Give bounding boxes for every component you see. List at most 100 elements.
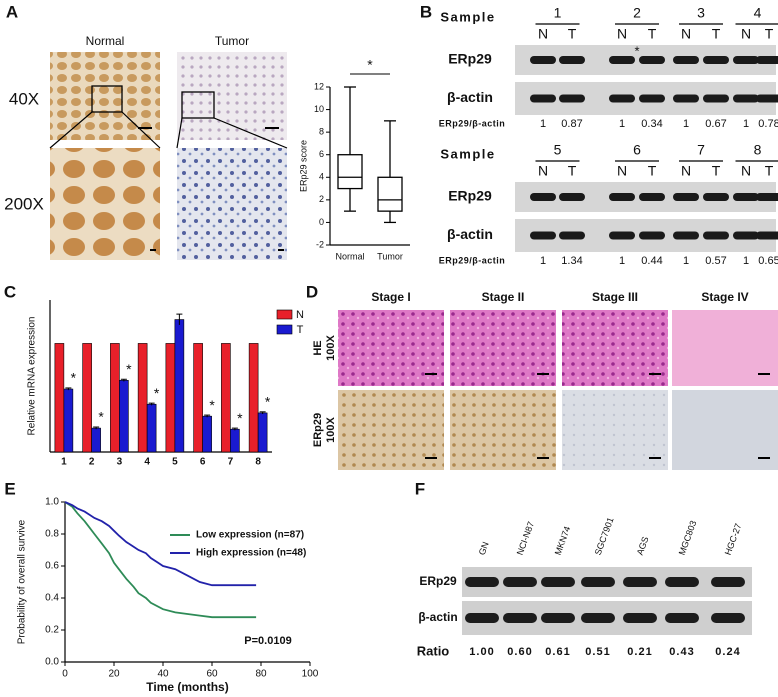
y-axis-label: Relative mRNA expression — [27, 317, 38, 436]
ratio-label: ERp29/β-actin — [439, 255, 506, 265]
band — [703, 56, 729, 64]
ratio: 0.43 — [669, 646, 694, 658]
panel-label: F — [415, 479, 425, 498]
lane-label: N — [741, 26, 751, 42]
band — [665, 613, 699, 623]
x-tick-label: 7 — [228, 457, 234, 468]
row-label: β-actin — [447, 226, 493, 242]
band — [756, 193, 778, 201]
x-tick-label: Tumor — [377, 251, 403, 261]
sample-number: 4 — [754, 5, 762, 21]
significance: * — [154, 385, 160, 401]
x-tick-label: 20 — [108, 669, 120, 680]
band — [665, 577, 699, 587]
x-tick-label: 100 — [302, 669, 319, 680]
y-tick-label: -2 — [316, 239, 324, 249]
band — [703, 231, 729, 240]
x-tick-label: 3 — [117, 457, 123, 468]
x-axis-label: Time (months) — [146, 680, 228, 694]
sample-number: 2 — [633, 5, 641, 21]
sample-number: 8 — [754, 142, 762, 158]
x-tick-label: 1 — [61, 457, 67, 468]
image — [177, 52, 287, 140]
x-tick-label: 5 — [172, 457, 178, 468]
annotation: * — [367, 57, 373, 73]
lane-label: T — [568, 26, 577, 42]
x-tick-label: 80 — [255, 669, 267, 680]
row-label: HE — [312, 340, 324, 355]
panel-label: D — [306, 282, 318, 301]
band — [530, 193, 556, 201]
ratio: 0.57 — [705, 255, 726, 267]
bar — [82, 343, 92, 453]
band — [623, 577, 657, 587]
significance: * — [237, 410, 243, 426]
band — [733, 231, 759, 240]
bar — [146, 403, 157, 453]
y-tick-label: 8 — [319, 127, 324, 137]
ratio: 0.60 — [507, 646, 532, 658]
sample-number: 1 — [554, 5, 562, 21]
band — [559, 56, 585, 64]
band — [581, 577, 615, 587]
sample-number: 5 — [554, 142, 562, 158]
lane-label: N — [681, 26, 691, 42]
panel-label: A — [6, 2, 18, 21]
image — [338, 390, 444, 470]
band — [756, 94, 778, 103]
band — [639, 193, 665, 201]
row-label: ERp29 — [448, 51, 492, 67]
y-tick-label: 0.8 — [45, 529, 59, 540]
band — [503, 613, 537, 623]
band — [733, 193, 759, 201]
sample-header: Sample — [440, 9, 495, 24]
band — [639, 231, 665, 240]
band — [673, 56, 699, 64]
bar — [63, 388, 74, 453]
bar — [54, 343, 65, 453]
survival-curve — [64, 501, 257, 619]
band — [609, 56, 635, 64]
x-tick-label: 0 — [62, 669, 68, 680]
significance: * — [265, 394, 271, 410]
significance: * — [71, 370, 77, 386]
legend-label: High expression (n=48) — [196, 548, 306, 559]
lane-label: T — [648, 26, 657, 42]
x-tick-label: 60 — [206, 669, 218, 680]
ratio: 0.24 — [715, 646, 740, 658]
sample-number: 3 — [697, 5, 705, 21]
panel-label: E — [4, 479, 15, 498]
x-tick-label: 8 — [255, 457, 261, 468]
ratio: 1 — [743, 118, 749, 130]
panel-label: C — [4, 282, 16, 301]
stage-label: Stage III — [592, 290, 638, 304]
panel-label: B — [420, 2, 432, 21]
bar — [174, 319, 185, 453]
band — [609, 94, 635, 103]
lane-label: N — [617, 163, 627, 179]
band — [733, 94, 759, 103]
bar — [119, 380, 129, 453]
band — [711, 613, 745, 623]
ratio: 0.67 — [705, 118, 726, 130]
y-axis-label: Probability of overall survive — [17, 519, 28, 644]
y-tick-label: 0 — [319, 217, 324, 227]
lane-label: N — [741, 163, 751, 179]
ratio: 1 — [540, 118, 546, 130]
band — [530, 231, 556, 240]
ratio: 1 — [540, 255, 546, 267]
y-tick-label: 0.4 — [45, 593, 59, 604]
row-label: ERp29 — [312, 413, 324, 447]
bar — [91, 427, 101, 453]
band — [673, 94, 699, 103]
ratio: 0.51 — [585, 646, 610, 658]
x-tick-label: 4 — [144, 457, 150, 468]
row-label: 40X — [9, 89, 39, 108]
bar — [248, 343, 259, 453]
row-label: ERp29 — [419, 574, 457, 588]
bar — [137, 343, 148, 453]
x-tick-label: 40 — [157, 669, 169, 680]
zoom-box — [91, 85, 123, 113]
ratio: 1 — [619, 118, 625, 130]
